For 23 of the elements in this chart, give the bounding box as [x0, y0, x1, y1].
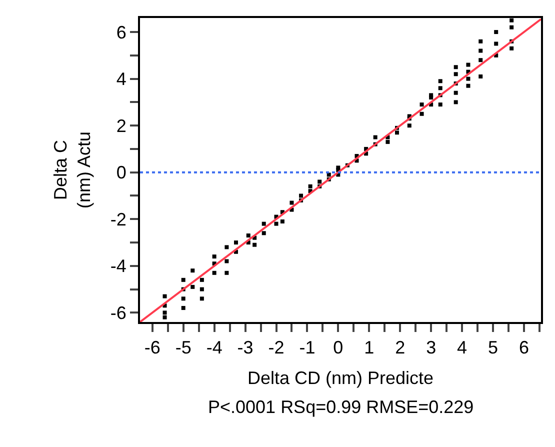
y-tick-label: 2: [116, 116, 126, 136]
x-tick-label: 3: [426, 338, 436, 358]
y-tick-label: 0: [116, 162, 126, 183]
x-tick-label: 2: [395, 338, 406, 358]
y-tick-label: -6: [110, 302, 126, 323]
x-tick-label: 0: [333, 338, 344, 358]
y-tick-label: 6: [116, 22, 126, 42]
x-tick-label: -4: [206, 338, 222, 358]
x-tick-label: -1: [299, 338, 316, 358]
y-tick-label: 4: [116, 69, 126, 90]
y-tick-label: -2: [110, 209, 126, 230]
x-tick-label: -2: [268, 338, 284, 358]
x-tick-label: -5: [175, 338, 192, 358]
x-tick-label: -3: [237, 338, 254, 358]
text: P<.0001 RSq=0.99 RMSE=0.229: [208, 397, 474, 417]
x-tick-label: -6: [144, 338, 160, 358]
x-tick-label: 4: [457, 338, 468, 358]
y-tick-label: -4: [110, 256, 126, 276]
y-axis-title: Delta C (nm) Actu: [50, 131, 94, 209]
x-tick-label: 6: [518, 338, 529, 358]
x-tick-label: 5: [488, 338, 498, 358]
x-tick-label: 1: [364, 338, 374, 358]
x-axis-title: Delta CD (nm) Predicte: [247, 368, 434, 388]
